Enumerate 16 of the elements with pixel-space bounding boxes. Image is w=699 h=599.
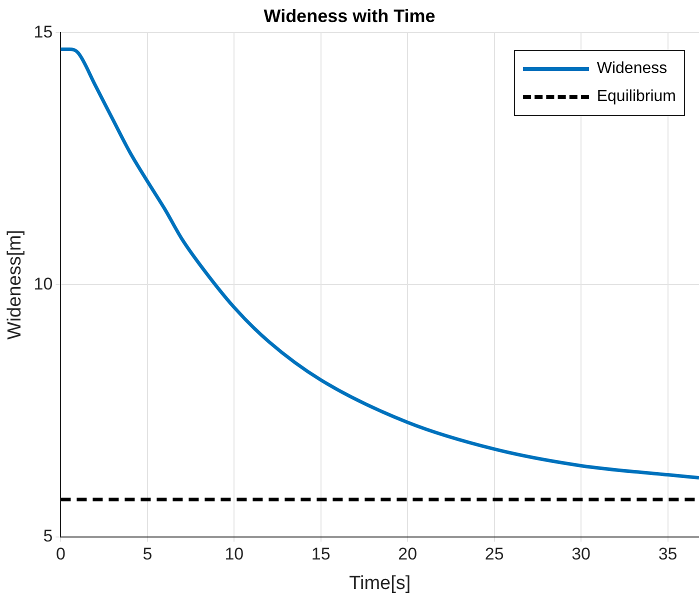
chart-title: Wideness with Time [264,6,436,26]
x-tick-label: 5 [142,544,152,564]
x-tick-label: 25 [484,544,504,564]
y-tick-label: 5 [43,526,53,546]
legend-label: Wideness [596,60,668,78]
x-tick-label: 10 [224,544,244,564]
y-tick-label: 10 [34,274,53,294]
y-tick-label: 15 [34,22,53,42]
x-tick-label: 0 [56,544,66,564]
x-axis-title: Time[s] [349,572,411,594]
x-tick-label: 15 [311,544,330,564]
legend-label: Equilibrium [596,88,676,106]
y-axis-title: Wideness[m] [4,230,26,340]
x-tick-label: 20 [398,544,418,564]
x-tick-label: 35 [658,544,678,564]
x-tick-label: 30 [572,544,591,564]
